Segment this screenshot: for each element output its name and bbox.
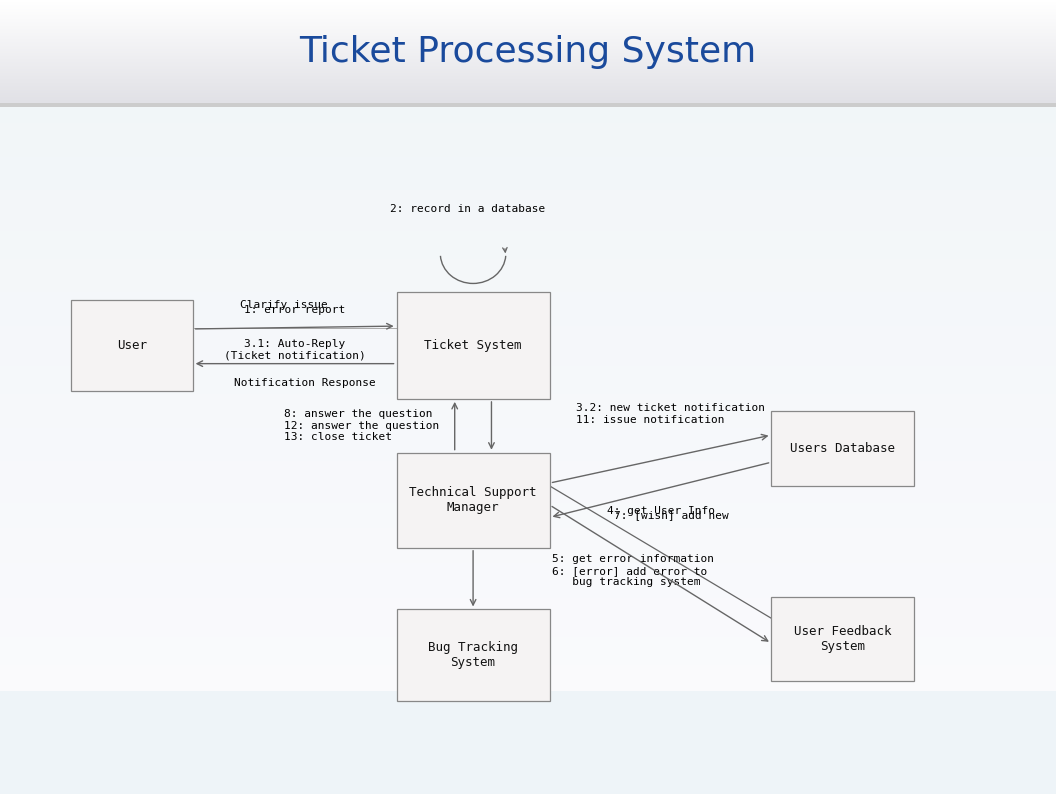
Text: Notification Response: Notification Response xyxy=(234,378,376,388)
Text: 4: get User Info: 4: get User Info xyxy=(606,506,715,515)
FancyBboxPatch shape xyxy=(72,300,192,391)
FancyBboxPatch shape xyxy=(397,610,549,701)
FancyBboxPatch shape xyxy=(771,411,914,486)
Text: 1: error report: 1: error report xyxy=(244,305,345,314)
FancyBboxPatch shape xyxy=(397,453,549,548)
Text: User Feedback
System: User Feedback System xyxy=(794,625,891,653)
Text: Users Database: Users Database xyxy=(790,442,895,455)
Text: Bug Tracking
System: Bug Tracking System xyxy=(428,641,518,669)
Text: User: User xyxy=(117,339,147,352)
Text: Ticket System: Ticket System xyxy=(425,339,522,352)
Text: Ticket Processing System: Ticket Processing System xyxy=(299,35,757,68)
Text: Technical Support
Manager: Technical Support Manager xyxy=(410,486,536,515)
Text: 8: answer the question
12: answer the question
13: close ticket: 8: answer the question 12: answer the qu… xyxy=(284,409,439,442)
Text: 3.1: Auto-Reply
(Ticket notification): 3.1: Auto-Reply (Ticket notification) xyxy=(224,338,365,360)
Text: Clarify issue: Clarify issue xyxy=(240,300,328,310)
FancyBboxPatch shape xyxy=(771,598,914,680)
Text: 7: [wish] add new: 7: [wish] add new xyxy=(614,511,729,520)
Text: 3.2: new ticket notification
11: issue notification: 3.2: new ticket notification 11: issue n… xyxy=(576,403,765,425)
FancyBboxPatch shape xyxy=(397,292,549,399)
Text: 2: record in a database: 2: record in a database xyxy=(390,204,546,214)
Text: 5: get error information
6: [error] add error to
   bug tracking system: 5: get error information 6: [error] add … xyxy=(552,554,714,588)
